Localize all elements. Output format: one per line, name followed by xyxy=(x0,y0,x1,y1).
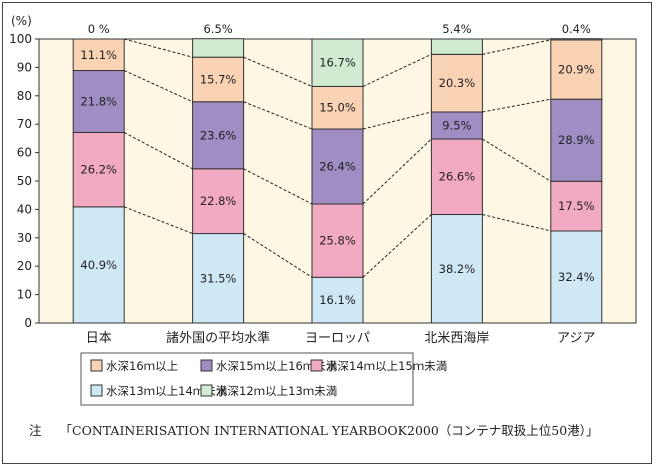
connector-line xyxy=(123,70,193,103)
y-tick-label: 60 xyxy=(17,146,32,160)
legend-swatch xyxy=(200,359,213,372)
legend-box xyxy=(80,352,414,406)
y-axis-unit: (%) xyxy=(11,14,32,28)
legend-swatch xyxy=(310,359,323,372)
connector-line xyxy=(243,233,313,278)
data-label: 20.9% xyxy=(558,63,595,77)
y-tick-label: 30 xyxy=(17,231,32,245)
bar-segment xyxy=(72,70,125,133)
bar-segment xyxy=(311,203,364,278)
bar-segment xyxy=(550,98,603,182)
data-label: 9.5% xyxy=(442,118,471,132)
bar-segment xyxy=(550,230,603,324)
legend-label: 水深14ｍ以上15ｍ未満 xyxy=(326,359,447,373)
y-tick-label: 100 xyxy=(9,32,32,46)
y-tick-label: 20 xyxy=(17,259,32,273)
bar-segment xyxy=(72,206,125,324)
source-note: 注 「CONTAINERISATION INTERNATIONAL YEARBOO… xyxy=(29,422,644,439)
data-label: 38.2% xyxy=(439,262,476,276)
y-tick-label: 0 xyxy=(24,316,32,330)
connector-line xyxy=(243,168,313,205)
legend-label: 水深13ｍ以上14ｍ未満 xyxy=(106,384,227,398)
bar-segment xyxy=(550,180,603,232)
bar-segment xyxy=(311,276,364,324)
bar-segment xyxy=(192,168,245,235)
data-label: 26.6% xyxy=(439,170,476,184)
data-label: 22.8% xyxy=(200,194,237,208)
connector-line xyxy=(482,214,551,232)
data-label: 5.4% xyxy=(442,22,471,36)
connector-line xyxy=(482,138,552,182)
bar-segment xyxy=(192,101,245,170)
bar-segment xyxy=(430,138,483,216)
data-label: 20.3% xyxy=(439,76,476,90)
bar-segment xyxy=(192,56,245,103)
bar-segment xyxy=(72,38,125,72)
bar-segment xyxy=(430,214,483,324)
y-tick-label: 50 xyxy=(17,174,32,188)
bar-segment xyxy=(311,38,364,87)
data-label: 26.4% xyxy=(319,160,356,174)
data-label: 25.8% xyxy=(319,234,356,248)
legend-swatch xyxy=(90,359,103,372)
data-label: 26.2% xyxy=(80,163,117,177)
y-tick-label: 90 xyxy=(17,60,32,74)
data-label: 28.9% xyxy=(558,133,595,147)
data-label: 0 % xyxy=(88,22,110,36)
x-tick-label: 日本 xyxy=(86,331,112,346)
x-tick-label: 北米西海岸 xyxy=(424,331,489,346)
figure-frame: 40.9% 26.2% 21.8% 11.1% 0 % 31.5% 22.8% 23.6% 15… xyxy=(2,2,652,464)
bar-segment xyxy=(311,128,364,205)
bar-segment xyxy=(430,53,483,113)
legend-label: 水深16ｍ以上 xyxy=(106,359,178,373)
bar-segment xyxy=(192,38,245,58)
connector-line xyxy=(362,138,432,205)
connector-line xyxy=(124,206,193,235)
data-label: 16.1% xyxy=(319,293,356,307)
data-label: 0.4% xyxy=(562,22,591,36)
connector-line xyxy=(482,98,551,113)
legend-swatch xyxy=(200,384,213,397)
y-tick-label: 80 xyxy=(17,89,32,103)
connector-line xyxy=(243,101,313,130)
bar-segment xyxy=(550,38,603,41)
connector-line xyxy=(123,131,193,170)
bar-segment xyxy=(430,111,483,140)
data-label: 16.7% xyxy=(319,56,356,70)
data-label: 21.8% xyxy=(80,94,117,108)
bar-segment xyxy=(192,233,245,324)
bar-segment xyxy=(311,85,364,130)
note-prefix: 注 xyxy=(29,423,42,438)
legend-label: 水深12ｍ以上13ｍ未満 xyxy=(216,384,337,398)
x-tick-label: ヨーロッパ xyxy=(305,331,370,346)
stacked-bar-chart: 40.9% 26.2% 21.8% 11.1% 0 % 31.5% 22.8% 23.6% 15… xyxy=(9,14,637,406)
data-label: 32.4% xyxy=(558,270,595,284)
connector-line xyxy=(243,56,313,87)
data-label: 11.1% xyxy=(80,48,117,62)
legend-label: 水深15ｍ以上16ｍ未満 xyxy=(216,359,337,373)
note-text: 「CONTAINERISATION INTERNATIONAL YEARBOOK… xyxy=(59,423,599,438)
data-label: 40.9% xyxy=(80,258,117,272)
data-label: 23.6% xyxy=(200,128,237,142)
x-tick-label: アジア xyxy=(557,331,595,346)
connector-line xyxy=(362,214,432,278)
data-label: 6.5% xyxy=(203,22,232,36)
connector-line xyxy=(124,38,193,58)
data-label: 15.0% xyxy=(319,101,356,115)
bar-segment xyxy=(430,38,483,55)
data-label: 15.7% xyxy=(200,72,237,86)
y-tick-label: 40 xyxy=(17,202,32,216)
y-tick-label: 10 xyxy=(17,288,32,302)
data-label: 31.5% xyxy=(200,271,237,285)
legend-swatch xyxy=(90,384,103,397)
y-tick-label: 70 xyxy=(17,117,32,131)
connector-line xyxy=(362,53,432,87)
x-tick-label: 諸外国の平均水準 xyxy=(166,330,270,346)
connector-line xyxy=(362,111,432,130)
connector-line xyxy=(482,39,551,55)
data-label: 17.5% xyxy=(558,199,595,213)
